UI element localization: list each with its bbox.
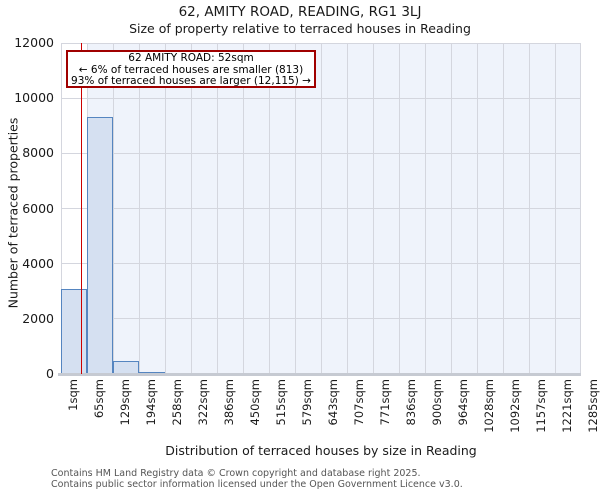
property-size-marker-line bbox=[80, 43, 83, 374]
x-tick-label: 129sqm bbox=[118, 379, 132, 426]
y-tick-label: 12000 bbox=[14, 35, 54, 50]
chart-subtitle: Size of property relative to terraced ho… bbox=[129, 21, 471, 36]
x-tick-label: 1157sqm bbox=[534, 379, 548, 433]
x-tick-label: 322sqm bbox=[196, 379, 210, 426]
x-axis-title: Distribution of terraced houses by size … bbox=[165, 443, 477, 458]
x-tick-label: 450sqm bbox=[248, 379, 262, 426]
x-tick-label: 258sqm bbox=[170, 379, 184, 426]
x-tick-label: 643sqm bbox=[326, 379, 340, 426]
footer-line-1: Contains HM Land Registry data © Crown c… bbox=[51, 468, 421, 479]
annotation-line-2: ← 6% of terraced houses are smaller (813… bbox=[78, 63, 304, 76]
y-tick-label: 10000 bbox=[14, 90, 54, 106]
x-tick-label: 194sqm bbox=[144, 379, 158, 426]
annotation-line-1: 62 AMITY ROAD: 52sqm bbox=[128, 52, 254, 64]
gridline-horizontal bbox=[61, 42, 581, 44]
x-tick-label: 1sqm bbox=[66, 379, 80, 411]
x-tick-label: 836sqm bbox=[404, 379, 418, 426]
x-tick-label: 771sqm bbox=[378, 379, 392, 426]
x-tick-label: 707sqm bbox=[352, 379, 366, 426]
x-tick-label: 1221sqm bbox=[560, 379, 574, 433]
gridline-horizontal bbox=[61, 263, 581, 265]
x-tick-label: 386sqm bbox=[222, 379, 236, 426]
plot-area: 62 AMITY ROAD: 52sqm ← 6% of terraced ho… bbox=[58, 42, 581, 376]
x-tick-label: 515sqm bbox=[274, 379, 288, 426]
x-tick-label: 579sqm bbox=[300, 379, 314, 426]
y-tick-label: 2000 bbox=[22, 310, 54, 326]
gridline-horizontal bbox=[61, 208, 581, 209]
x-tick-label: 1092sqm bbox=[508, 379, 522, 433]
histogram-bar bbox=[61, 288, 87, 374]
footer-line-2: Contains public sector information licen… bbox=[51, 479, 463, 490]
annotation-line-3: 93% of terraced houses are larger (12,11… bbox=[71, 75, 311, 87]
gridline-horizontal bbox=[61, 318, 581, 320]
chart-title: 62, AMITY ROAD, READING, RG1 3LJ bbox=[178, 4, 422, 20]
y-tick-label: 4000 bbox=[22, 255, 54, 271]
x-tick-label: 65sqm bbox=[92, 379, 106, 419]
y-tick-label: 0 bbox=[46, 366, 54, 381]
annotation-box: 62 AMITY ROAD: 52sqm ← 6% of terraced ho… bbox=[66, 50, 316, 88]
gridline-horizontal bbox=[61, 97, 581, 99]
histogram-bar bbox=[87, 117, 113, 374]
x-tick-label: 964sqm bbox=[456, 379, 470, 426]
x-tick-label: 1285sqm bbox=[586, 379, 600, 433]
gridline-horizontal bbox=[61, 152, 581, 154]
x-tick-label: 900sqm bbox=[430, 379, 444, 426]
x-tick-label: 1028sqm bbox=[482, 379, 496, 433]
x-axis-line bbox=[58, 373, 581, 376]
y-tick-label: 6000 bbox=[22, 200, 54, 216]
y-tick-label: 8000 bbox=[22, 145, 54, 161]
